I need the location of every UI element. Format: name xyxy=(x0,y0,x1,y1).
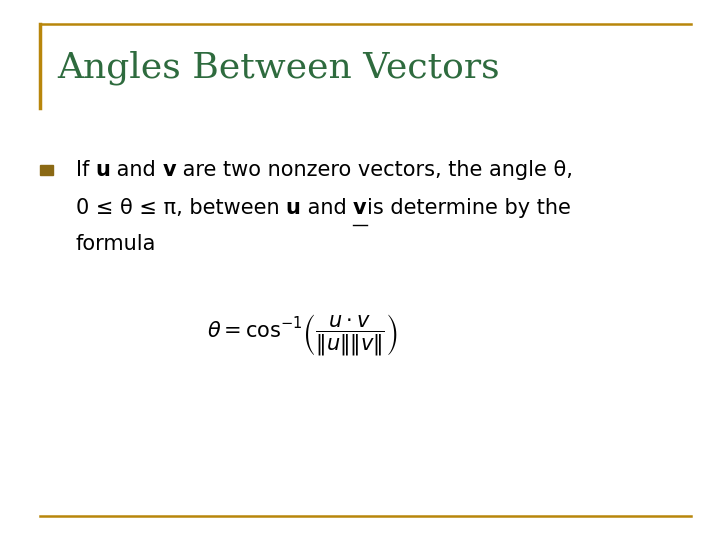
Text: v: v xyxy=(353,198,366,218)
Text: v: v xyxy=(163,160,176,180)
Text: is determine by the: is determine by the xyxy=(366,198,571,218)
Text: If: If xyxy=(76,160,96,180)
Bar xyxy=(40,165,53,175)
Text: u: u xyxy=(96,160,110,180)
Text: are two nonzero vectors, the angle θ,: are two nonzero vectors, the angle θ, xyxy=(176,160,573,180)
Text: $\theta = \cos^{-1}\!\left(\dfrac{u \cdot v}{\|u\|\|v\|}\right)$: $\theta = \cos^{-1}\!\left(\dfrac{u \cdo… xyxy=(207,312,398,357)
Text: formula: formula xyxy=(76,234,156,254)
Text: and: and xyxy=(301,198,353,218)
Text: and: and xyxy=(110,160,163,180)
Text: Angles Between Vectors: Angles Between Vectors xyxy=(58,50,500,85)
Text: 0 ≤ θ ≤ π, between: 0 ≤ θ ≤ π, between xyxy=(76,198,286,218)
Text: u: u xyxy=(286,198,301,218)
